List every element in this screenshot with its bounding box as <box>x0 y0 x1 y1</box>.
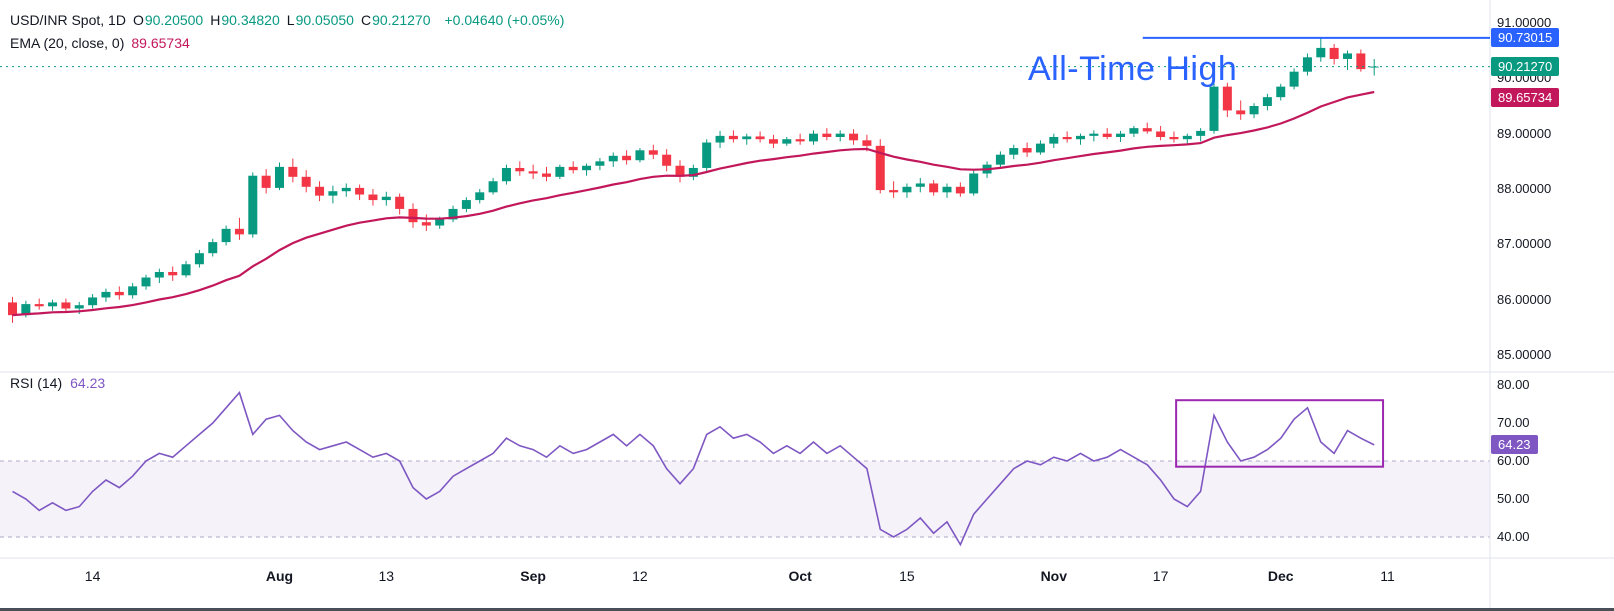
rsi-legend-value: 64.23 <box>70 375 106 391</box>
ohlc-letter: H <box>210 11 221 28</box>
ohlc-letter: O <box>132 11 144 28</box>
rsi-line[interactable] <box>12 391 1375 547</box>
ema-line[interactable] <box>12 90 1375 317</box>
time-axis-label: 13 <box>378 568 395 584</box>
candlestick-series[interactable] <box>8 37 1379 323</box>
legend-main: USD/INR Spot, 1D O90.20500 H90.34820 L90.0… <box>10 8 571 54</box>
time-axis-label: Oct <box>788 568 812 584</box>
ema-legend-value: 89.65734 <box>131 34 190 51</box>
rsi-band <box>0 461 1490 537</box>
legend-ema-row: EMA (20, close, 0) 89.65734 <box>10 31 571 54</box>
change-value: +0.04640 (+0.05%) <box>444 11 565 28</box>
rsi-legend-title[interactable]: RSI (14) <box>10 375 63 391</box>
time-axis-label: 11 <box>1380 568 1395 584</box>
ohlc-value: 90.05050 <box>295 11 354 28</box>
ohlc-letter: C <box>360 11 372 28</box>
window-bottom-edge <box>0 608 1614 611</box>
time-axis-label: Dec <box>1267 568 1294 584</box>
ema-legend-title[interactable]: EMA (20, close, 0) <box>10 34 125 51</box>
legend-symbol-row: USD/INR Spot, 1D O90.20500 H90.34820 L90.0… <box>10 8 571 31</box>
time-axis-label: 17 <box>1152 568 1169 584</box>
ohlc-value: 90.20500 <box>144 11 204 28</box>
ohlc-value: 90.21270 <box>372 11 431 28</box>
ohlc-values: O90.20500 H90.34820 L90.05050 C90.21270 <box>133 12 438 28</box>
ohlc-value: 90.34820 <box>221 11 280 28</box>
ath-annotation-text[interactable]: All-Time High <box>1028 50 1238 88</box>
time-axis-label: Nov <box>1040 568 1068 584</box>
time-axis-label: 12 <box>632 568 648 584</box>
time-axis-label: 15 <box>899 568 915 584</box>
time-axis-label: Aug <box>265 568 294 584</box>
time-axis-label: Sep <box>520 568 546 584</box>
rsi-highlight-box[interactable] <box>1175 399 1385 468</box>
legend-rsi-row: RSI (14) 64.23 <box>10 375 113 391</box>
time-axis[interactable]: 14 Aug 13 Sep 12 Oct 15 Nov 17 Dec 11 <box>0 558 1614 608</box>
symbol-title[interactable]: USD/INR Spot, 1D <box>10 11 126 28</box>
ohlc-letter: L <box>286 11 295 28</box>
time-axis-label: 14 <box>84 568 101 584</box>
